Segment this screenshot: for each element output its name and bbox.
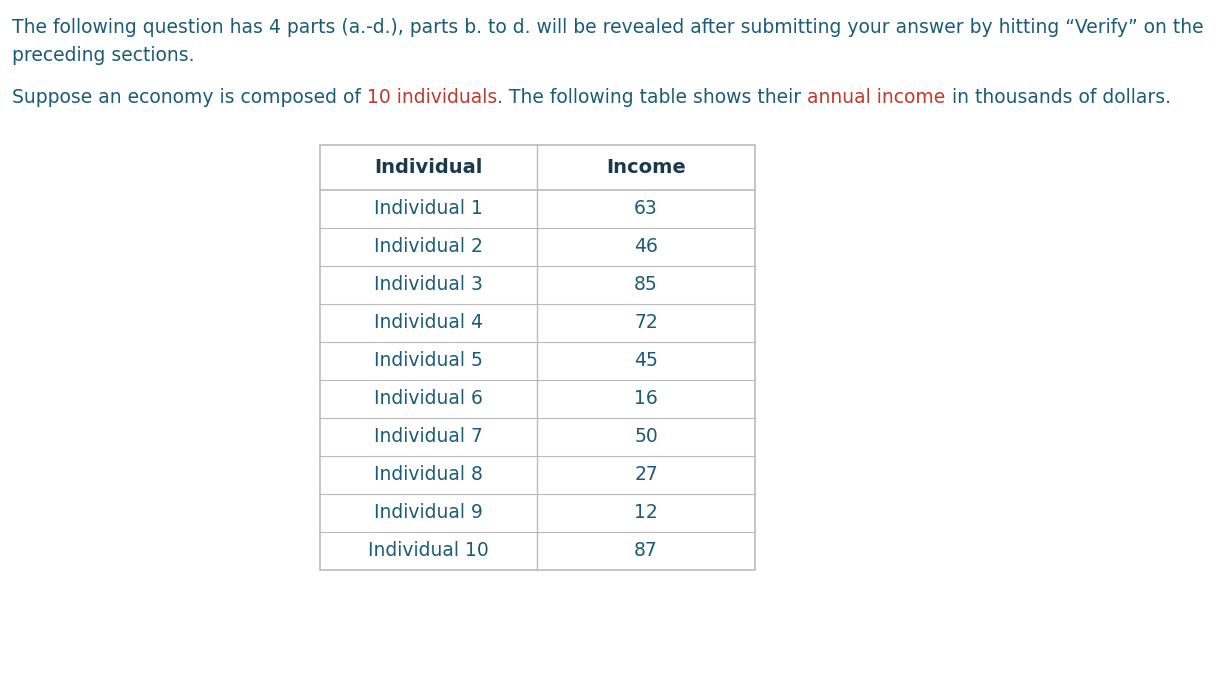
Text: 45: 45: [634, 352, 658, 370]
Text: Individual 5: Individual 5: [374, 352, 483, 370]
Text: 10 individuals: 10 individuals: [367, 88, 497, 107]
Text: Individual 2: Individual 2: [374, 238, 483, 256]
Bar: [320, 145, 755, 570]
Text: 12: 12: [634, 503, 658, 523]
Text: Individual 1: Individual 1: [374, 199, 483, 218]
Text: Suppose an economy is composed of: Suppose an economy is composed of: [12, 88, 367, 107]
Text: annual income: annual income: [807, 88, 946, 107]
Text: Individual 6: Individual 6: [374, 389, 483, 409]
Text: Individual 3: Individual 3: [374, 275, 483, 295]
Text: 27: 27: [634, 466, 658, 484]
Text: . The following table shows their: . The following table shows their: [497, 88, 807, 107]
Text: 85: 85: [634, 275, 658, 295]
Text: 50: 50: [634, 427, 658, 446]
Text: Individual 10: Individual 10: [368, 541, 488, 560]
Text: in thousands of dollars.: in thousands of dollars.: [946, 88, 1171, 107]
Text: Individual 7: Individual 7: [374, 427, 483, 446]
Text: Individual 9: Individual 9: [374, 503, 483, 523]
Text: 46: 46: [634, 238, 658, 256]
Text: 72: 72: [634, 313, 658, 332]
Text: Individual 4: Individual 4: [374, 313, 483, 332]
Text: 16: 16: [634, 389, 658, 409]
Text: Income: Income: [606, 158, 686, 177]
Text: 87: 87: [634, 541, 658, 560]
Text: Individual 8: Individual 8: [374, 466, 483, 484]
Text: 63: 63: [634, 199, 658, 218]
Text: The following question has 4 parts (a.-d.), parts b. to d. will be revealed afte: The following question has 4 parts (a.-d…: [12, 18, 1204, 37]
Text: Individual: Individual: [374, 158, 482, 177]
Text: preceding sections.: preceding sections.: [12, 46, 195, 65]
